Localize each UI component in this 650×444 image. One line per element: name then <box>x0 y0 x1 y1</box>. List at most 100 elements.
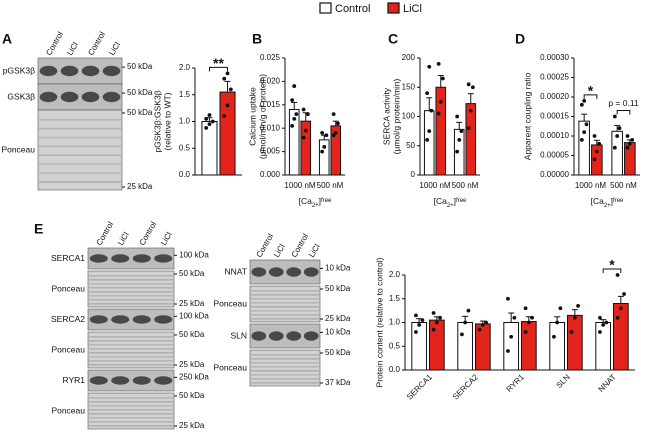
blot-stripe <box>89 348 173 350</box>
marker-label: 25 kDa <box>127 182 153 191</box>
blot-band <box>251 331 267 341</box>
data-point <box>207 122 212 127</box>
significance-bracket <box>602 268 622 273</box>
marker-label: 37 kDa <box>325 378 351 387</box>
blot-stripe <box>89 275 173 277</box>
blot-band <box>89 315 108 324</box>
blot-label: RYR1 <box>62 375 85 385</box>
y-tick-label: 0.0 <box>389 365 401 374</box>
data-point <box>579 102 584 107</box>
blot-stripe <box>39 181 121 183</box>
blot-band <box>81 65 100 77</box>
lane-label: LiCl <box>307 242 322 259</box>
data-point <box>569 330 574 334</box>
blot-stripe <box>89 287 173 289</box>
x-axis-label: [Ca2+]free <box>299 196 332 208</box>
blot-stripe <box>89 291 173 293</box>
y-tick-label: 0.0 <box>179 170 191 179</box>
data-point <box>333 130 338 135</box>
data-point <box>417 322 422 327</box>
blot-stripe <box>89 295 173 297</box>
data-point <box>480 322 485 327</box>
blot-stripe <box>89 299 173 301</box>
data-point <box>292 116 297 121</box>
blot-stripe <box>251 302 319 304</box>
data-point <box>612 145 617 150</box>
blot-label: GSK3β <box>7 91 35 101</box>
x-axis-label-part: free <box>456 198 467 204</box>
data-point <box>331 112 336 117</box>
blot-stripe <box>251 354 319 356</box>
y-tick-label: 0 <box>411 170 416 179</box>
y-axis-label: pGSK3β:GSK3β <box>152 90 162 152</box>
x-tick-label: NNAT <box>597 372 618 393</box>
data-point <box>228 87 233 92</box>
blot-band <box>268 331 284 341</box>
blot-band <box>268 267 284 277</box>
data-point <box>466 126 471 131</box>
blot-label: SERCA1 <box>51 253 85 263</box>
bar <box>411 322 428 371</box>
y-tick-label: 1.0 <box>389 318 401 327</box>
blot-band <box>132 315 151 324</box>
data-point <box>615 315 620 320</box>
bar <box>428 319 445 371</box>
data-point <box>320 130 325 135</box>
blot-stripe <box>89 283 173 285</box>
bar <box>474 323 491 371</box>
significance-bracket <box>616 110 631 115</box>
blot-label: pGSK3β <box>3 65 35 75</box>
panel-letter: E <box>34 221 43 237</box>
data-point <box>584 122 589 127</box>
annotation: ** <box>213 55 224 71</box>
marker-label: 25 kDa <box>179 299 205 308</box>
marker-label: 50 kDa <box>179 269 205 278</box>
data-point <box>436 61 441 66</box>
blot-band <box>111 254 130 263</box>
blot-band <box>89 254 108 263</box>
blot-stripe <box>89 397 173 399</box>
x-axis-label-part: 2+ <box>604 203 611 209</box>
x-tick-label: SERCA1 <box>405 372 434 401</box>
data-point <box>604 320 609 325</box>
data-point <box>509 334 514 339</box>
y-axis-label: (µmol/min/g of protein) <box>257 74 267 159</box>
blot-stripe <box>251 362 319 364</box>
data-point <box>558 306 563 311</box>
blot <box>87 369 175 392</box>
blot-stripe <box>89 360 173 362</box>
blot-stripe <box>251 382 319 384</box>
data-point <box>434 320 439 325</box>
blot-stripe <box>89 340 173 342</box>
annotation: p = 0.11 <box>608 98 639 108</box>
blot-stripe <box>89 279 173 281</box>
y-tick-label: 1.5 <box>179 90 191 99</box>
blot-band <box>132 254 151 263</box>
x-axis-label-part: [Ca <box>591 196 605 206</box>
x-tick-label: RYR1 <box>505 372 527 394</box>
y-axis-label: SERCA activity <box>381 87 391 145</box>
blot-stripe <box>39 172 121 174</box>
blot-label: Ponceau <box>213 362 247 372</box>
blot-stripe <box>251 374 319 376</box>
data-point <box>210 119 215 124</box>
panel-letter: A <box>2 31 12 47</box>
data-point <box>207 113 212 117</box>
blot-band <box>286 331 302 341</box>
blot-stripe <box>89 413 173 415</box>
significance-bracket <box>583 94 598 99</box>
data-point <box>463 320 468 325</box>
blot-stripe <box>251 318 319 320</box>
y-axis-label: (µmol/g protein/min) <box>391 78 401 154</box>
blot-stripe <box>251 378 319 380</box>
blot-band <box>60 91 79 103</box>
x-axis-label-part: ] <box>611 196 613 206</box>
data-point <box>622 292 626 296</box>
data-point <box>627 141 632 146</box>
panel-letter: C <box>388 31 398 47</box>
blot-band <box>286 267 302 277</box>
data-point <box>425 91 430 95</box>
y-tick-label: 0.00000 <box>540 170 569 179</box>
data-point <box>576 303 580 308</box>
legend-swatch <box>387 2 400 14</box>
